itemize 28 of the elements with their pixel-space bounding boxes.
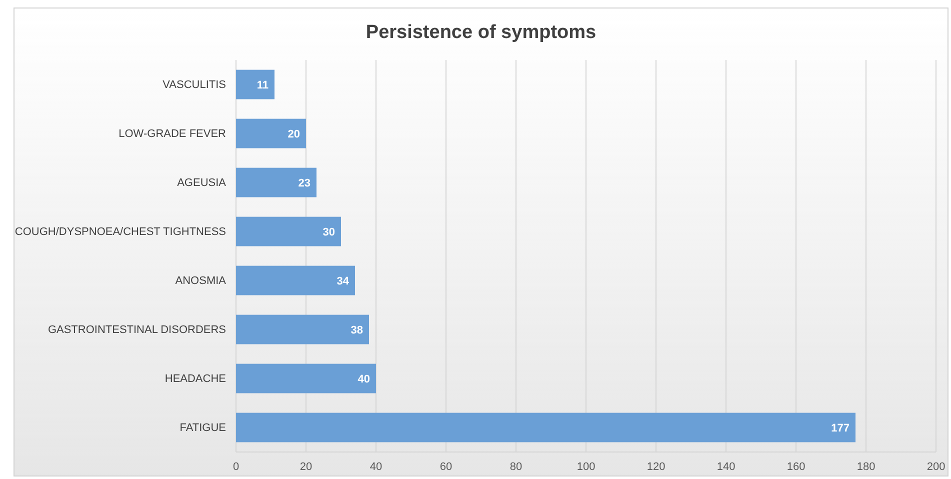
y-tick-label: ANOSMIA	[175, 275, 227, 288]
y-tick-label: GASTROINTESTINAL DISORDERS	[48, 324, 226, 336]
data-label: 177	[831, 422, 850, 434]
data-label: 38	[350, 324, 363, 336]
data-label: 23	[298, 177, 310, 190]
x-tick-label: 0	[232, 460, 240, 473]
data-label: 34	[336, 275, 350, 288]
chart-title: Persistence of symptoms	[366, 22, 596, 43]
x-tick-label: 120	[646, 460, 666, 473]
x-tick-label: 200	[926, 460, 946, 473]
y-tick-label: FATIGUE	[180, 422, 226, 434]
y-tick-label: LOW-GRADE FEVER	[118, 128, 226, 140]
data-label: 30	[322, 226, 335, 238]
y-tick-label: VASCULITIS	[162, 79, 226, 92]
x-tick-label: 100	[576, 460, 596, 473]
x-tick-label: 160	[786, 460, 806, 473]
data-label: 20	[288, 128, 300, 140]
data-label: 11	[256, 79, 268, 92]
y-tick-label: AGEUSIA	[177, 177, 227, 190]
x-tick-label: 60	[440, 460, 452, 473]
data-label: 40	[358, 373, 370, 386]
x-tick-label: 180	[856, 460, 876, 473]
y-tick-label: HEADACHE	[164, 373, 226, 386]
x-tick-label: 20	[300, 460, 312, 473]
x-tick-label: 140	[716, 460, 736, 473]
x-tick-label: 80	[510, 460, 522, 473]
y-tick-label: COUGH/DYSPNOEA/CHEST TIGHTNESS	[14, 226, 226, 238]
x-tick-label: 40	[370, 460, 382, 473]
